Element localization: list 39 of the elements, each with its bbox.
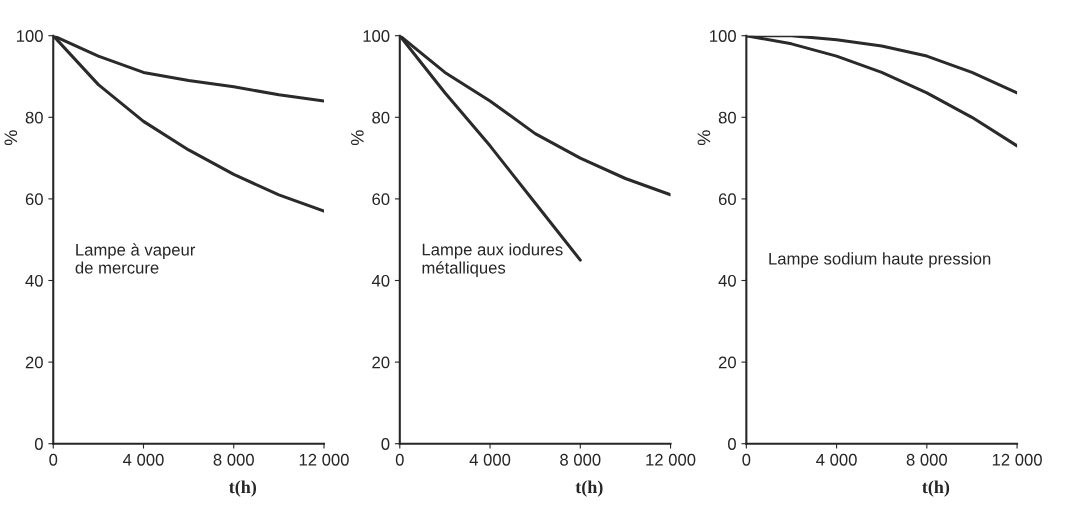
x-tick-label: 12 000 xyxy=(646,453,696,466)
x-tick-label: 4 000 xyxy=(123,453,164,466)
x-tick-label: 8 000 xyxy=(213,453,254,466)
y-tick-label: 0 xyxy=(34,438,43,450)
y-tick-label: 80 xyxy=(25,111,43,124)
y-tick-label: 60 xyxy=(25,193,43,206)
y-tick-label: 40 xyxy=(718,274,736,287)
y-tick-label: 40 xyxy=(371,274,390,287)
x-axis-title: t(h) xyxy=(922,480,950,497)
y-tick-label: 20 xyxy=(372,356,390,369)
y-tick-label: 80 xyxy=(372,111,390,124)
y-tick-label: 0 xyxy=(728,438,736,450)
annotation: Lampe sodium haute pression xyxy=(769,252,991,268)
x-axis-title: t(h) xyxy=(575,480,603,497)
x-tick-label: 8 000 xyxy=(560,453,601,466)
annotation: Lampe aux iodures métalliques xyxy=(422,243,563,277)
x-tick-label: 4 000 xyxy=(816,453,857,466)
y-axis-title: % xyxy=(4,130,18,146)
x-tick-label: 8 000 xyxy=(906,453,948,466)
annotation: Lampe à vapeur de mercure xyxy=(75,243,196,274)
x-tick-label: 0 xyxy=(742,453,751,466)
y-tick-label: 20 xyxy=(718,356,736,369)
y-tick-label: 60 xyxy=(372,193,390,206)
y-tick-label: 20 xyxy=(25,356,43,369)
x-tick-label: 12 000 xyxy=(992,453,1042,466)
y-tick-label: 100 xyxy=(16,30,43,42)
y-tick-label: 40 xyxy=(25,274,43,287)
y-axis-title: % xyxy=(697,130,711,146)
y-tick-label: 100 xyxy=(710,30,736,42)
y-tick-label: 100 xyxy=(363,30,390,42)
x-axis-title: t(h) xyxy=(229,480,257,497)
y-tick-label: 60 xyxy=(718,193,736,206)
y-axis-title: % xyxy=(351,130,364,146)
x-tick-label: 0 xyxy=(49,453,58,466)
x-tick-label: 0 xyxy=(395,453,404,466)
x-tick-label: 12 000 xyxy=(299,453,349,466)
y-tick-label: 0 xyxy=(381,438,390,450)
x-tick-label: 4 000 xyxy=(469,453,511,466)
y-tick-label: 80 xyxy=(718,111,736,124)
